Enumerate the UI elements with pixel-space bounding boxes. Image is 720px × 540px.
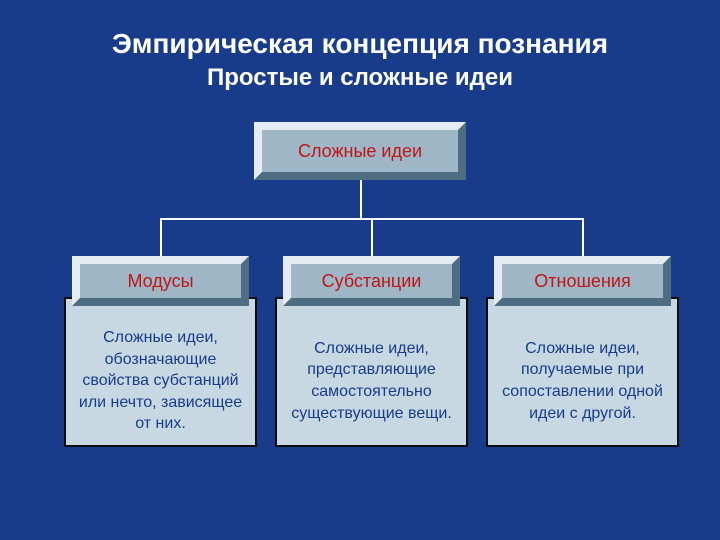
child-node-2: Субстанции — [283, 256, 460, 306]
desc-text-2: Сложные идеи, представляющие самостоятел… — [287, 338, 456, 424]
connector-root-down — [360, 180, 362, 218]
desc-box-3: Сложные идеи, получаемые при сопоставлен… — [486, 297, 679, 447]
desc-text-1: Сложные идеи, обозначающие свойства субс… — [76, 327, 245, 435]
child-node-1: Модусы — [72, 256, 249, 306]
desc-box-1: Сложные идеи, обозначающие свойства субс… — [64, 297, 257, 447]
child-node-1-label: Модусы — [127, 271, 193, 292]
child-node-3-label: Отношения — [534, 271, 630, 292]
child-node-2-label: Субстанции — [322, 271, 422, 292]
child-node-3: Отношения — [494, 256, 671, 306]
connector-child-1 — [160, 218, 162, 256]
page-title-line2: Простые и сложные идеи — [0, 64, 720, 92]
connector-child-3 — [582, 218, 584, 256]
root-node: Сложные идеи — [254, 122, 466, 180]
connector-child-2 — [371, 218, 373, 256]
desc-text-3: Сложные идеи, получаемые при сопоставлен… — [498, 338, 667, 424]
root-node-label: Сложные идеи — [298, 141, 422, 162]
page-title-line1: Эмпирическая концепция познания — [0, 28, 720, 60]
desc-box-2: Сложные идеи, представляющие самостоятел… — [275, 297, 468, 447]
